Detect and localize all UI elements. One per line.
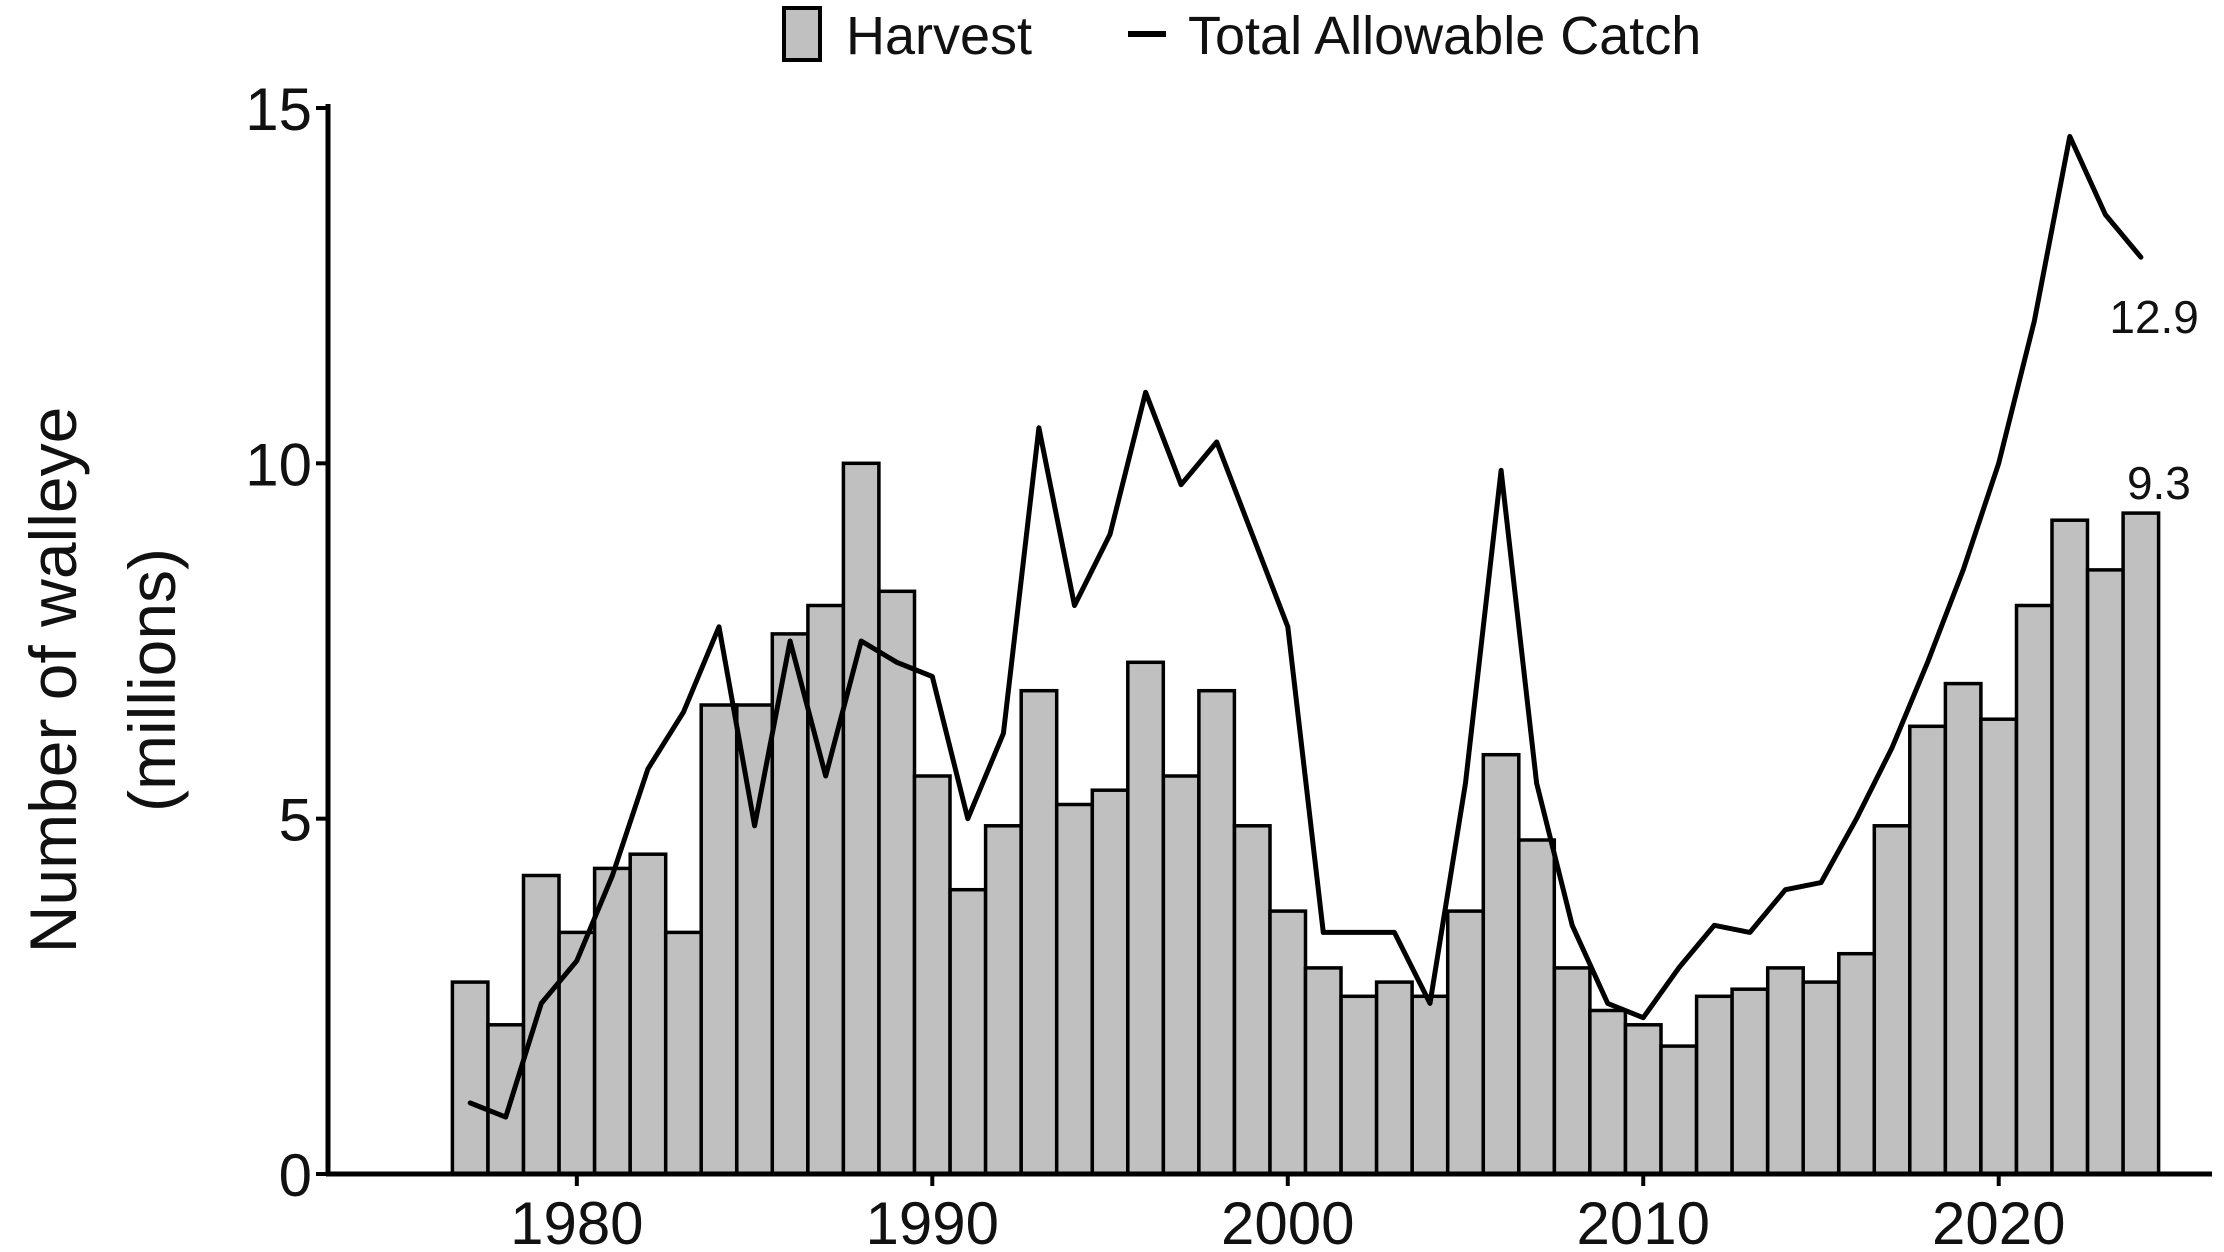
harvest-bar-2013 — [1730, 987, 1770, 1176]
harvest-bar-1994 — [1054, 802, 1094, 1176]
harvest-bar-1985 — [735, 703, 775, 1176]
harvest-bar-2005 — [1445, 909, 1485, 1176]
legend-harvest-swatch — [782, 6, 822, 62]
harvest-bar-2022 — [2050, 518, 2090, 1176]
harvest-bar-2009 — [1588, 1008, 1628, 1176]
harvest-bar-1997 — [1161, 774, 1201, 1176]
harvest-bar-2023 — [2085, 568, 2125, 1176]
harvest-bar-1988 — [841, 461, 881, 1176]
harvest-bar-1983 — [663, 930, 703, 1176]
harvest-bar-1980 — [557, 930, 597, 1176]
x-tick-label-2000: 2000 — [1221, 1190, 1354, 1252]
harvest-bar-2003 — [1374, 980, 1414, 1176]
harvest-bar-2001 — [1303, 966, 1343, 1176]
tac-line — [467, 133, 2144, 1120]
y-tick-label-0: 0 — [279, 1142, 312, 1209]
legend-harvest-label: Harvest — [846, 6, 1032, 66]
harvest-bar-1996 — [1126, 660, 1166, 1176]
harvest-end-label: 9.3 — [2127, 457, 2191, 509]
y-axis-title: Number of walleye (millions) — [16, 407, 189, 954]
harvest-bar-1993 — [1019, 688, 1059, 1176]
harvest-bar-1995 — [1090, 788, 1130, 1176]
y-tick-label-5: 5 — [279, 787, 312, 854]
y-tick-label-10: 10 — [245, 431, 312, 498]
harvest-bars — [450, 461, 2161, 1176]
harvest-bar-1989 — [877, 589, 917, 1176]
tac-line-group — [467, 133, 2144, 1120]
harvest-bar-1982 — [628, 852, 668, 1176]
harvest-bar-2016 — [1837, 951, 1877, 1176]
harvest-bar-2007 — [1517, 838, 1557, 1176]
y-axis-title-line2: (millions) — [115, 548, 189, 812]
harvest-bar-2024 — [2121, 511, 2161, 1176]
x-tick-label-2020: 2020 — [1932, 1190, 2065, 1252]
annotations: 12.9 9.3 — [2109, 291, 2199, 509]
legend-tac-label: Total Allowable Catch — [1188, 6, 1701, 66]
harvest-bar-2017 — [1872, 824, 1912, 1176]
x-tick-label-1990: 1990 — [866, 1190, 999, 1252]
axes: 0 5 10 15 1980 1990 2000 2010 2020 — [245, 76, 2212, 1252]
harvest-bar-2012 — [1694, 994, 1734, 1176]
harvest-bar-1987 — [806, 603, 846, 1176]
harvest-bar-1990 — [912, 774, 952, 1176]
harvest-bar-2015 — [1801, 980, 1841, 1176]
harvest-bar-1978 — [486, 1023, 526, 1176]
x-tick-label-1980: 1980 — [510, 1190, 643, 1252]
harvest-bar-1981 — [592, 866, 632, 1176]
harvest-bar-2020 — [1979, 717, 2019, 1176]
harvest-bar-2011 — [1659, 1044, 1699, 1176]
legend: Harvest Total Allowable Catch — [782, 6, 1701, 66]
harvest-bar-2008 — [1552, 966, 1592, 1176]
harvest-bar-2019 — [1943, 681, 1983, 1176]
harvest-bar-2006 — [1481, 752, 1521, 1176]
harvest-bar-2021 — [2014, 603, 2054, 1176]
x-tick-label-2010: 2010 — [1577, 1190, 1710, 1252]
harvest-bar-2014 — [1765, 966, 1805, 1176]
harvest-bar-2000 — [1268, 909, 1308, 1176]
harvest-bar-2010 — [1623, 1023, 1663, 1176]
harvest-bar-2004 — [1410, 994, 1450, 1176]
harvest-bar-1979 — [521, 873, 561, 1176]
y-axis-title-line1: Number of walleye — [16, 407, 90, 954]
harvest-bar-2002 — [1339, 994, 1379, 1176]
harvest-bar-1991 — [948, 887, 988, 1176]
harvest-bar-1998 — [1197, 688, 1237, 1176]
harvest-bar-1999 — [1232, 824, 1272, 1176]
harvest-bar-1984 — [699, 703, 739, 1176]
harvest-bar-1977 — [450, 980, 490, 1176]
y-tick-label-15: 15 — [245, 76, 312, 143]
tac-end-label: 12.9 — [2109, 291, 2199, 343]
harvest-bar-1992 — [983, 824, 1023, 1176]
harvest-bar-2018 — [1908, 724, 1948, 1176]
